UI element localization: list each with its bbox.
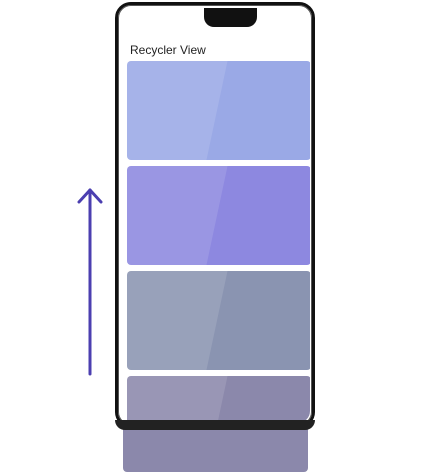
screen-title: Recycler View xyxy=(130,43,206,57)
list-item[interactable] xyxy=(127,376,310,423)
list-item[interactable] xyxy=(127,271,310,370)
list-item[interactable] xyxy=(127,61,310,160)
phone-screen: Recycler View xyxy=(120,7,310,423)
phone-notch xyxy=(204,8,257,27)
phone-frame: Recycler View xyxy=(115,2,315,428)
list-item[interactable] xyxy=(127,166,310,265)
recycler-list[interactable] xyxy=(127,61,310,423)
phone-bottom-edge xyxy=(115,420,315,430)
up-arrow-icon xyxy=(77,188,103,376)
